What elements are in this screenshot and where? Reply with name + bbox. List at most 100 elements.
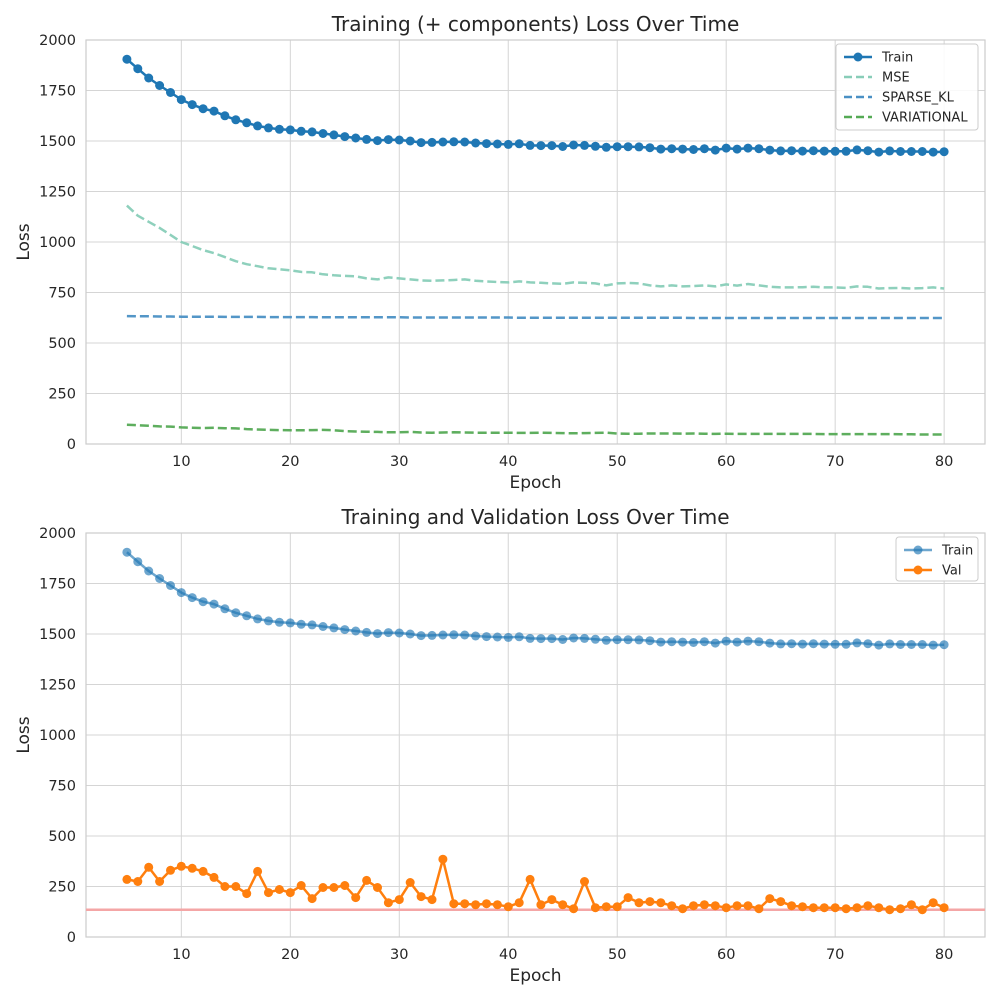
data-point: [743, 636, 753, 646]
data-point: [906, 900, 916, 910]
data-point: [405, 878, 415, 887]
data-point: [830, 903, 840, 913]
data-point: [460, 899, 470, 909]
data-point: [264, 888, 273, 898]
data-point: [678, 904, 688, 914]
data-point: [808, 903, 818, 913]
y-tick-label: 0: [67, 437, 76, 453]
data-point: [830, 146, 840, 156]
data-point: [819, 639, 829, 649]
chart-title: Training (+ components) Loss Over Time: [331, 12, 740, 36]
data-point: [939, 903, 949, 913]
data-point: [634, 635, 644, 645]
data-point: [340, 132, 350, 142]
data-point: [296, 881, 306, 890]
data-point: [754, 144, 764, 154]
data-point: [765, 638, 775, 648]
data-point: [231, 115, 241, 125]
data-point: [536, 634, 546, 644]
data-point: [743, 901, 753, 911]
data-point: [209, 106, 219, 116]
data-point: [155, 574, 165, 583]
data-point: [220, 604, 230, 614]
series-train: [122, 54, 949, 157]
data-point: [394, 135, 404, 145]
data-point: [612, 902, 622, 912]
legend-label: MSE: [882, 71, 910, 86]
data-point: [590, 634, 600, 644]
x-tick-label: 70: [826, 947, 844, 963]
data-point: [819, 903, 829, 913]
data-point: [699, 900, 709, 910]
data-point: [362, 134, 372, 144]
data-point: [274, 124, 284, 134]
data-point: [416, 631, 426, 641]
data-point: [808, 146, 818, 156]
data-point: [340, 881, 350, 890]
data-point: [427, 137, 437, 147]
data-point: [329, 883, 339, 892]
x-tick-label: 30: [390, 947, 408, 963]
data-point: [885, 639, 895, 649]
y-tick-label: 500: [48, 829, 76, 845]
data-point: [253, 614, 263, 624]
data-point: [547, 634, 557, 644]
data-point: [264, 616, 273, 626]
data-point: [503, 902, 513, 912]
data-point: [634, 142, 644, 152]
x-tick-label: 60: [717, 947, 735, 963]
data-point: [601, 635, 611, 645]
data-point: [405, 629, 415, 639]
data-point: [460, 630, 470, 640]
data-point: [928, 147, 938, 157]
data-point: [405, 136, 415, 146]
data-point: [558, 142, 568, 151]
legend: Train Val: [895, 536, 979, 582]
data-point: [547, 895, 557, 905]
data-point: [928, 898, 938, 908]
x-tick-label: 40: [499, 947, 517, 963]
data-point: [645, 143, 655, 153]
data-point: [231, 882, 241, 891]
data-point: [351, 893, 361, 903]
data-point: [765, 145, 775, 155]
data-point: [547, 141, 557, 151]
data-point: [187, 593, 197, 603]
legend-marker: [913, 565, 923, 575]
series-sparse-kl: [126, 314, 945, 320]
data-point: [885, 905, 895, 915]
data-point: [492, 632, 502, 642]
data-point: [863, 901, 873, 911]
data-point: [852, 638, 862, 648]
data-point: [471, 900, 481, 910]
data-point: [885, 146, 895, 156]
data-point: [928, 640, 938, 650]
data-point: [427, 895, 437, 905]
data-point: [514, 898, 524, 908]
series-line: [126, 423, 945, 436]
data-point: [264, 123, 273, 133]
data-point: [896, 904, 905, 914]
data-point: [242, 611, 252, 621]
data-point: [765, 894, 775, 904]
x-tick-label: 60: [717, 454, 735, 470]
data-point: [482, 632, 491, 642]
data-point: [307, 127, 317, 137]
y-tick-label: 1500: [39, 134, 76, 150]
x-axis-label: Epoch: [509, 473, 561, 493]
series-line: [126, 551, 945, 647]
data-point: [133, 64, 143, 74]
data-point: [362, 875, 372, 885]
data-point: [471, 631, 481, 641]
data-point: [307, 620, 317, 630]
data-point: [939, 147, 949, 157]
data-point: [699, 144, 709, 154]
data-point: [569, 140, 579, 150]
series-val: [122, 854, 949, 915]
data-point: [253, 866, 263, 876]
data-point: [492, 139, 502, 149]
data-point: [318, 883, 328, 892]
data-point: [896, 640, 905, 649]
data-point: [732, 637, 742, 647]
